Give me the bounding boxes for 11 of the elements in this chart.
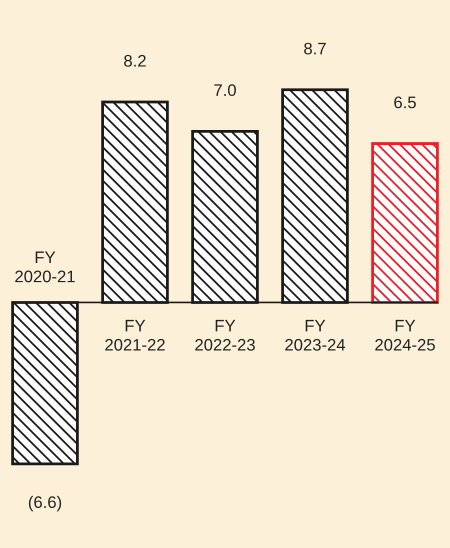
- x-tick-label: FY 2022-23: [195, 320, 255, 351]
- bar: [371, 142, 439, 304]
- data-label: 8.2: [124, 54, 146, 67]
- x-tick-label: FY 2021-22: [105, 320, 165, 351]
- x-tick-label: FY 2024-25: [375, 320, 435, 351]
- x-tick-label: FY 2020-21: [15, 252, 75, 282]
- data-label: (6.6): [28, 496, 62, 512]
- data-label: 6.5: [394, 96, 416, 108]
- data-label: 8.7: [304, 42, 326, 54]
- x-tick-label: FY 2023-24: [285, 320, 346, 351]
- data-label: 7.0: [214, 84, 236, 96]
